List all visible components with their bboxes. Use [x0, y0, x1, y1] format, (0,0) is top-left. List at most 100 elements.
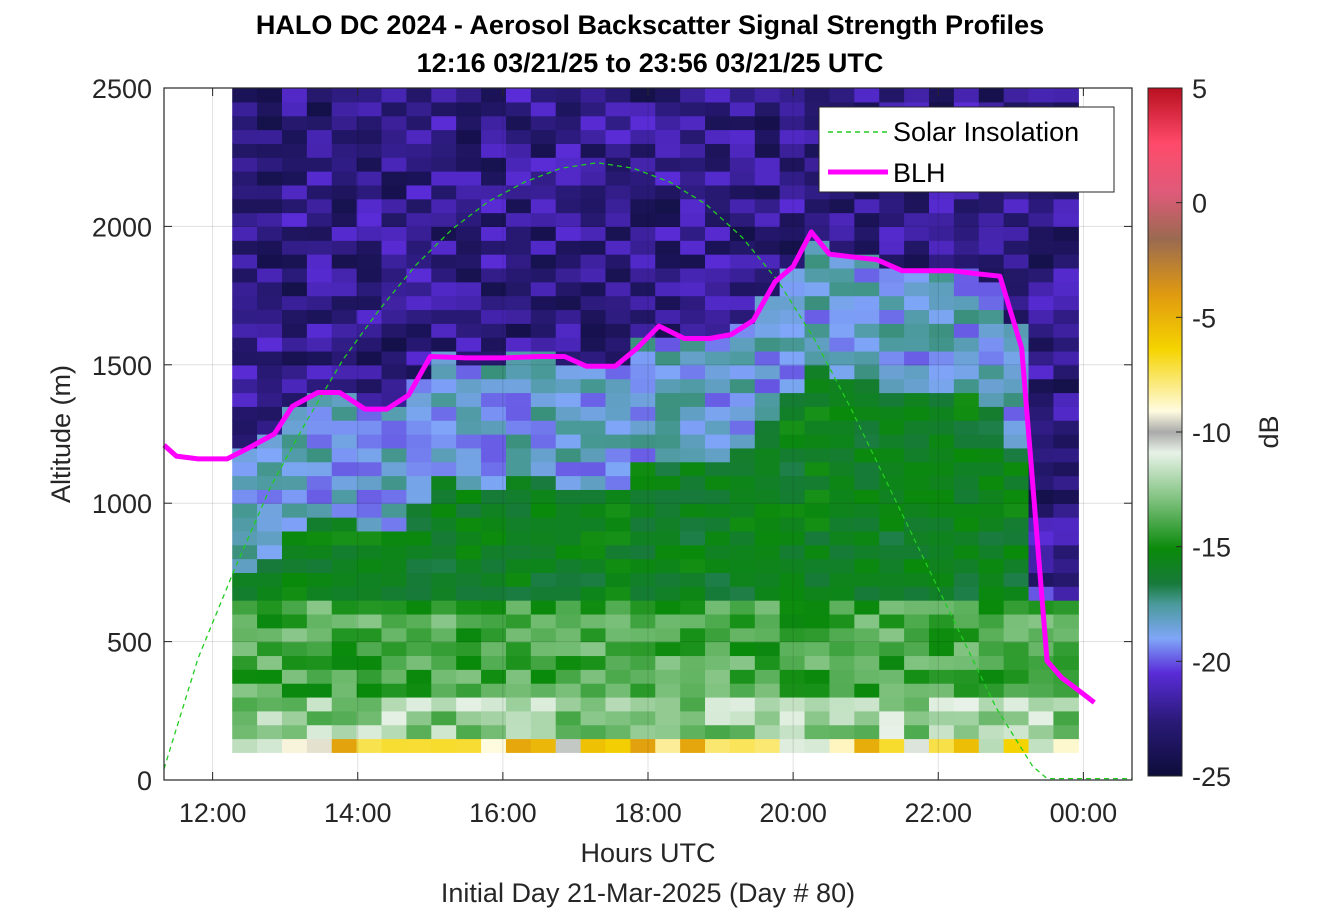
- heatmap-cell: [406, 323, 432, 338]
- heatmap-cell: [456, 129, 482, 144]
- heatmap-cell: [530, 503, 557, 518]
- heatmap-cell: [530, 406, 557, 421]
- heatmap-cell: [655, 226, 681, 241]
- heatmap-cell: [729, 267, 756, 283]
- heatmap-cell: [928, 558, 955, 573]
- heatmap-cell: [580, 544, 607, 560]
- heatmap-cell: [879, 337, 905, 352]
- heatmap-cell: [505, 544, 532, 560]
- heatmap-cell: [530, 143, 557, 158]
- heatmap-cell: [829, 710, 855, 726]
- heatmap-cell: [705, 226, 731, 241]
- heatmap-cell: [630, 129, 656, 144]
- heatmap-cell: [779, 544, 806, 560]
- heatmap-cell: [456, 406, 482, 421]
- heatmap-cell: [904, 254, 930, 269]
- heatmap-cell: [281, 627, 308, 643]
- heatmap-cell: [804, 724, 831, 740]
- heatmap-cell: [978, 88, 1005, 103]
- heatmap-cell: [605, 613, 631, 629]
- heatmap-cell: [232, 738, 258, 753]
- heatmap-cell: [729, 655, 756, 670]
- heatmap-cell: [804, 503, 831, 518]
- heatmap-cell: [779, 738, 806, 753]
- heatmap-cell: [904, 696, 930, 712]
- heatmap-cell: [406, 226, 432, 241]
- heatmap-cell: [505, 641, 532, 657]
- heatmap-cell: [779, 143, 806, 158]
- heatmap-cell: [829, 323, 855, 338]
- heatmap-cell: [605, 586, 631, 601]
- heatmap-cell: [904, 337, 930, 352]
- heatmap-cell: [505, 406, 532, 421]
- heatmap-cell: [505, 254, 532, 269]
- heatmap-cell: [481, 254, 507, 269]
- heatmap-cell: [1003, 434, 1030, 449]
- heatmap-cell: [879, 475, 905, 490]
- heatmap-cell: [580, 267, 607, 283]
- heatmap-cell: [232, 157, 258, 172]
- heatmap-cell: [481, 323, 507, 338]
- heatmap-cell: [829, 378, 855, 394]
- heatmap-cell: [779, 350, 806, 366]
- heatmap-cell: [580, 129, 607, 144]
- heatmap-cell: [331, 337, 358, 352]
- heatmap-cell: [655, 392, 681, 407]
- heatmap-cell: [953, 544, 980, 560]
- heatmap-cell: [505, 143, 532, 158]
- legend-solar-label: Solar Insolation: [893, 117, 1079, 147]
- heatmap-cell: [431, 600, 457, 615]
- heatmap-cell: [431, 157, 457, 172]
- heatmap-cell: [829, 489, 855, 504]
- heatmap-cell: [904, 669, 930, 684]
- heatmap-cell: [1053, 212, 1079, 227]
- heatmap-cell: [904, 572, 930, 587]
- heatmap-cell: [555, 406, 582, 421]
- heatmap-cell: [1003, 420, 1030, 435]
- heatmap-cell: [829, 240, 855, 255]
- heatmap-cell: [1003, 572, 1030, 587]
- heatmap-cell: [257, 710, 283, 726]
- heatmap-cell: [505, 738, 532, 753]
- heatmap-cell: [281, 226, 308, 241]
- heatmap-cell: [306, 323, 333, 338]
- heatmap-cell: [779, 517, 806, 532]
- heatmap-cell: [630, 641, 656, 657]
- heatmap-cell: [580, 600, 607, 615]
- heatmap-cell: [580, 503, 607, 518]
- heatmap-cell: [655, 447, 681, 463]
- heatmap-cell: [381, 309, 408, 324]
- heatmap-cell: [381, 558, 408, 573]
- y-axis-label: Altitude (m): [46, 365, 76, 503]
- heatmap-cell: [530, 683, 557, 698]
- heatmap-cell: [481, 240, 507, 255]
- heatmap-cell: [481, 212, 507, 227]
- heatmap-cell: [729, 447, 756, 463]
- heatmap-cell: [854, 669, 880, 684]
- heatmap-cell: [680, 88, 706, 103]
- heatmap-cell: [904, 378, 930, 394]
- heatmap-cell: [605, 655, 631, 670]
- heatmap-cell: [580, 710, 607, 726]
- heatmap-cell: [555, 323, 582, 338]
- heatmap-cell: [779, 406, 806, 421]
- heatmap-cell: [505, 337, 532, 352]
- heatmap-cell: [630, 572, 656, 587]
- heatmap-cell: [904, 281, 930, 297]
- heatmap-cell: [356, 613, 383, 629]
- heatmap-cell: [854, 240, 880, 255]
- heatmap-cell: [356, 544, 383, 560]
- heatmap-cell: [928, 309, 955, 324]
- heatmap-cell: [904, 558, 930, 573]
- heatmap-cell: [953, 613, 980, 629]
- heatmap-cell: [804, 655, 831, 670]
- heatmap-cell: [406, 240, 432, 255]
- heatmap-cell: [879, 669, 905, 684]
- heatmap-cell: [804, 530, 831, 546]
- heatmap-cell: [331, 295, 358, 311]
- heatmap-cell: [456, 88, 482, 103]
- heatmap-cell: [829, 683, 855, 698]
- heatmap-cell: [406, 613, 432, 629]
- heatmap-cell: [356, 461, 383, 477]
- legend-box: [818, 106, 1115, 193]
